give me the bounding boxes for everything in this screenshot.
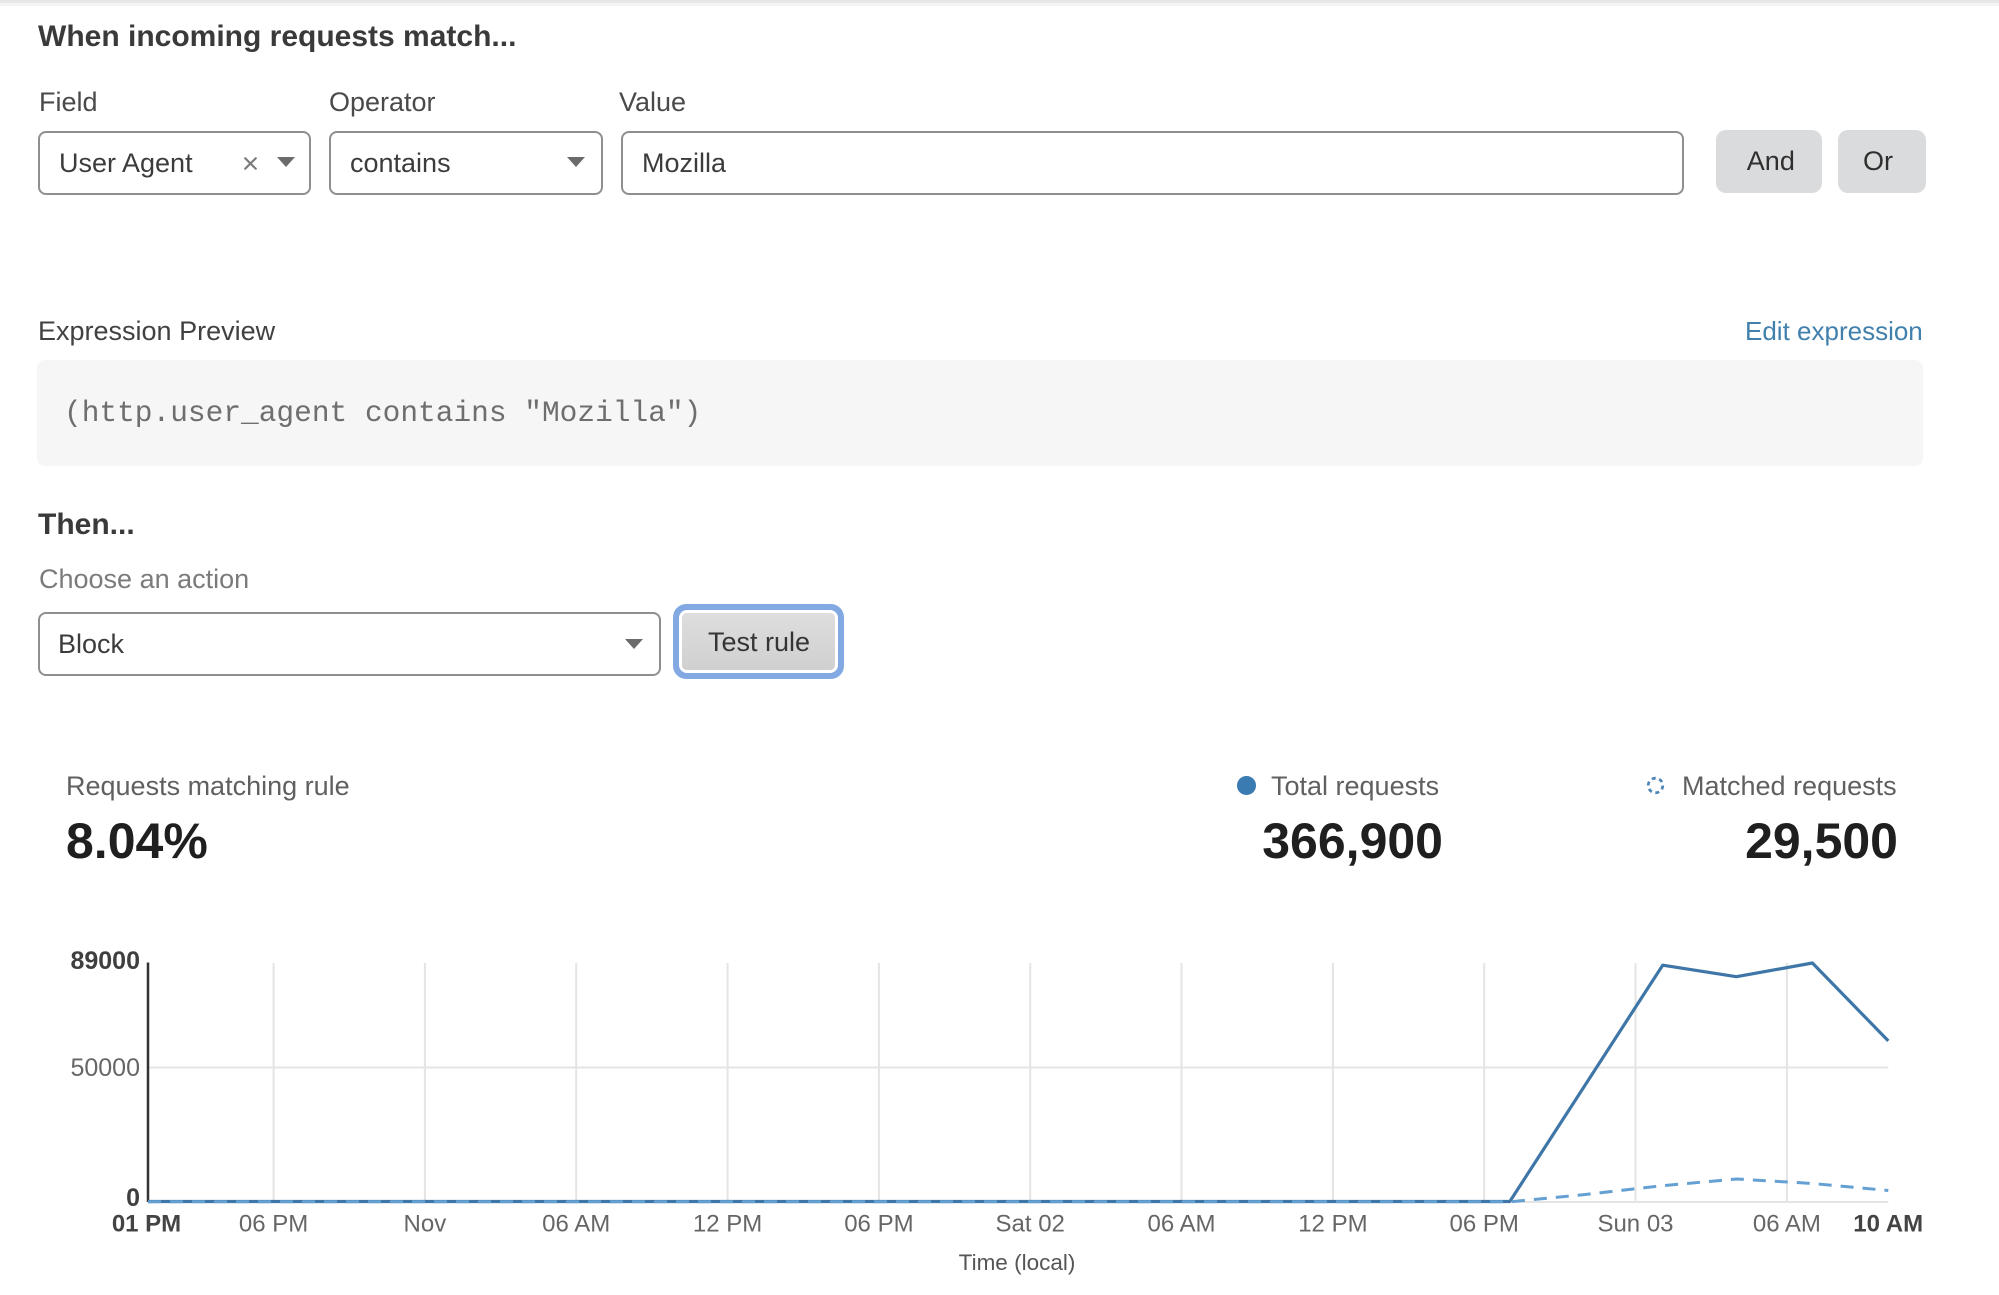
svg-text:06 AM: 06 AM	[542, 1211, 610, 1238]
svg-text:12 PM: 12 PM	[1298, 1211, 1367, 1238]
svg-text:Sat 02: Sat 02	[996, 1211, 1065, 1238]
svg-text:01 PM: 01 PM	[112, 1211, 181, 1238]
svg-text:06 AM: 06 AM	[1147, 1211, 1215, 1238]
svg-text:06 AM: 06 AM	[1753, 1211, 1821, 1238]
svg-text:06 PM: 06 PM	[239, 1211, 308, 1238]
svg-text:50000: 50000	[70, 1054, 140, 1082]
svg-text:89000: 89000	[70, 947, 140, 975]
svg-text:06 PM: 06 PM	[1450, 1211, 1519, 1238]
svg-text:0: 0	[126, 1184, 140, 1212]
svg-text:06 PM: 06 PM	[844, 1211, 913, 1238]
svg-text:12 PM: 12 PM	[693, 1211, 762, 1238]
svg-text:Nov: Nov	[404, 1211, 447, 1238]
svg-text:Time (local): Time (local)	[959, 1250, 1076, 1275]
svg-text:Sun 03: Sun 03	[1597, 1211, 1673, 1238]
svg-text:10 AM: 10 AM	[1853, 1211, 1923, 1238]
